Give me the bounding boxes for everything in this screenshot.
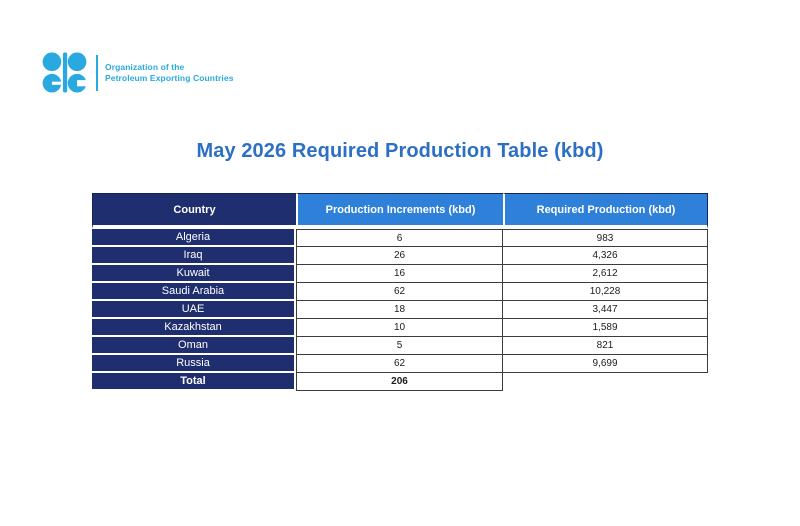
required-cell-blank	[503, 373, 708, 391]
table-row-total: Total 206	[92, 373, 708, 391]
increment-cell: 10	[296, 319, 503, 337]
logo-org-line2: Petroleum Exporting Countries	[105, 72, 234, 83]
country-cell: Kuwait	[92, 265, 296, 283]
country-cell: UAE	[92, 301, 296, 319]
required-cell: 983	[503, 229, 708, 247]
country-cell: Oman	[92, 337, 296, 355]
logo-divider	[96, 54, 98, 91]
country-cell: Algeria	[92, 229, 296, 247]
required-cell: 2,612	[503, 265, 708, 283]
production-table: Country Production Increments (kbd) Requ…	[92, 193, 708, 391]
column-header-required-production: Required Production (kbd)	[503, 193, 708, 229]
increment-cell: 206	[296, 373, 503, 391]
column-header-production-increments: Production Increments (kbd)	[296, 193, 503, 229]
required-cell: 821	[503, 337, 708, 355]
opec-logo-block: Organization of the Petroleum Exporting …	[42, 52, 234, 93]
required-cell: 3,447	[503, 301, 708, 319]
column-header-country: Country	[92, 193, 296, 229]
table-row: Iraq 26 4,326	[92, 247, 708, 265]
required-cell: 9,699	[503, 355, 708, 373]
country-cell: Russia	[92, 355, 296, 373]
country-cell: Kazakhstan	[92, 319, 296, 337]
table-row: Kuwait 16 2,612	[92, 265, 708, 283]
country-cell: Total	[92, 373, 296, 391]
opec-logo-icon	[42, 52, 87, 93]
table-row: Algeria 6 983	[92, 229, 708, 247]
increment-cell: 62	[296, 283, 503, 301]
table-row: Russia 62 9,699	[92, 355, 708, 373]
page-title: May 2026 Required Production Table (kbd)	[196, 140, 604, 162]
country-cell: Iraq	[92, 247, 296, 265]
table-row: UAE 18 3,447	[92, 301, 708, 319]
required-cell: 10,228	[503, 283, 708, 301]
increment-cell: 16	[296, 265, 503, 283]
logo-org-line1: Organization of the	[105, 61, 185, 72]
table-row: Kazakhstan 10 1,589	[92, 319, 708, 337]
logo-org-name: Organization of the Petroleum Exporting …	[105, 62, 234, 84]
increment-cell: 62	[296, 355, 503, 373]
table-body: Algeria 6 983 Iraq 26 4,326 Kuwait 16 2,612 Saudi…	[92, 229, 708, 391]
table-row: Saudi Arabia 62 10,228	[92, 283, 708, 301]
increment-cell: 26	[296, 247, 503, 265]
increment-cell: 18	[296, 301, 503, 319]
increment-cell: 6	[296, 229, 503, 247]
country-cell: Saudi Arabia	[92, 283, 296, 301]
table-header-row: Country Production Increments (kbd) Requ…	[92, 193, 708, 229]
increment-cell: 5	[296, 337, 503, 355]
table-row: Oman 5 821	[92, 337, 708, 355]
required-cell: 4,326	[503, 247, 708, 265]
required-cell: 1,589	[503, 319, 708, 337]
